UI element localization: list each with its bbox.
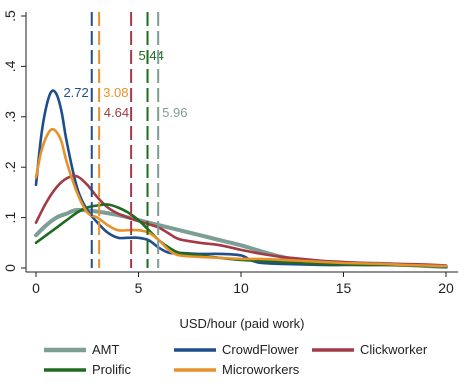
legend-label-amt: AMT [92, 342, 120, 357]
x-tick-label-15: 15 [336, 280, 352, 296]
legend-label-crowdflower: CrowdFlower [222, 342, 299, 357]
legend-label-microworkers: Microworkers [222, 362, 300, 377]
median-label-clickworker: 4.64 [104, 105, 129, 120]
median-lines-layer: 2.72 3.08 4.64 5.44 5.96 [63, 12, 187, 268]
x-tick-label-0: 0 [32, 280, 40, 296]
legend-label-prolific: Prolific [92, 362, 132, 377]
median-label-prolific: 5.44 [139, 48, 164, 63]
y-tick-label-2: .2 [2, 161, 18, 173]
legend-label-clickworker: Clickworker [360, 342, 428, 357]
series-layer [34, 89, 448, 269]
x-axis-title: USD/hour (paid work) [180, 316, 305, 331]
x-tick-label-10: 10 [233, 280, 249, 296]
axes [25, 12, 458, 273]
x-tick-label-20: 20 [438, 280, 454, 296]
x-tick-label-5: 5 [135, 280, 143, 296]
median-label-amt: 5.96 [162, 105, 187, 120]
median-label-microworkers: 3.08 [103, 85, 128, 100]
y-tick-label-1: .1 [2, 212, 18, 224]
y-tick-label-3: .3 [2, 111, 18, 123]
y-tick-label-0: 0 [2, 264, 18, 272]
series-line-prolific [34, 203, 448, 268]
ticks: 0 5 10 15 20 0 .1 .2 .3 .4 .5 [2, 10, 454, 296]
legend: AMT CrowdFlower Clickworker Prolific Microwo… [44, 342, 428, 377]
median-label-crowdflower: 2.72 [63, 85, 88, 100]
y-tick-label-5: .5 [2, 10, 18, 22]
y-tick-label-4: .4 [2, 60, 18, 72]
